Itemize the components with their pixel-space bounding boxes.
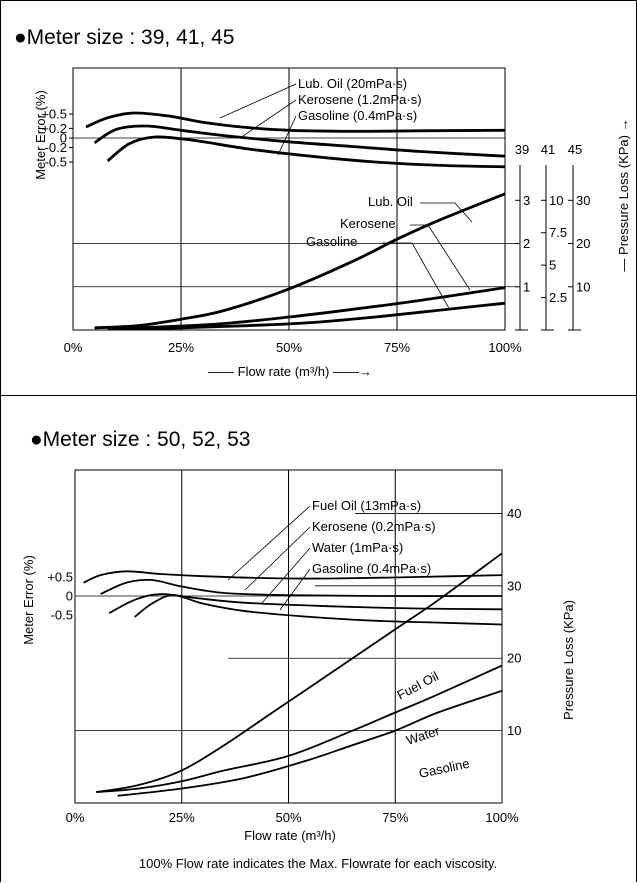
bottom-error-leader (227, 505, 311, 581)
top-loss-curve-gasoline (116, 301, 506, 331)
bottom-error-leader (261, 547, 311, 604)
bottom-error-curve-water (108, 593, 503, 614)
bottom-y-right-label: Pressure Loss (KPa) (561, 600, 576, 720)
bottom-loss-series-label: Fuel Oil (394, 668, 441, 702)
top-left-tick-label: +0.2 (41, 121, 67, 136)
top-loss-leader (382, 242, 451, 311)
bottom-x-tick-label: 75% (382, 810, 408, 825)
top-loss-series-label: Lub. Oil (368, 194, 413, 209)
bottom-left-tick-label: -0.5 (51, 608, 73, 623)
top-right-tick-label: 10 (576, 279, 590, 294)
top-error-leader (219, 83, 297, 119)
bottom-error-leader (279, 568, 311, 611)
top-right-tick-label: 2 (523, 236, 530, 251)
footnote: 100% Flow rate indicates the Max. Flowra… (139, 856, 497, 871)
bottom-error-leader (244, 526, 311, 591)
bottom-right-tick-label: 30 (507, 578, 521, 593)
bottom-loss-curve-gasoline (117, 689, 503, 797)
top-left-tick-label: -0.2 (45, 140, 67, 155)
top-right-tick-label: 7.5 (549, 225, 567, 240)
bottom-chart: ●Meter size : 50, 52, 53 Meter Error (%)… (21, 428, 576, 843)
bottom-loss-curve-fuel-oil (96, 552, 503, 793)
bottom-error-curve-fuel-oil (83, 570, 503, 584)
bottom-loss-series-label: Gasoline (418, 756, 471, 781)
top-right-tick-label: 30 (576, 193, 590, 208)
bottom-x-ticks: 0% 25% 50% 75% 100% (66, 810, 519, 825)
bottom-x-tick-label: 100% (485, 810, 519, 825)
top-right-tick-label: 2.5 (549, 290, 567, 305)
bottom-error-series-label: Water (1mPa·s) (312, 540, 403, 555)
bottom-series-labels: Fuel Oil (13mPa·s) Kerosene (0.2mPa·s) Wat… (227, 498, 471, 781)
top-loss-series-label: Gasoline (306, 234, 357, 249)
top-error-leader (239, 99, 297, 139)
top-x-axis-label: —— Flow rate (m³/h) ——→ (208, 364, 372, 379)
bottom-error-lines (83, 570, 503, 626)
top-chart: ●Meter size : 39, 41, 45 Meter Error (%)… (14, 26, 631, 379)
bottom-right-tick-label: 40 (507, 506, 521, 521)
top-y-right-label: — Pressure Loss (KPa) → (616, 118, 631, 271)
bottom-right-tick-label: 10 (507, 723, 521, 738)
top-loss-curve-lub-oil (94, 192, 506, 330)
top-right-axis-header: 39 (515, 142, 529, 157)
bottom-error-series-label: Fuel Oil (13mPa·s) (312, 498, 421, 513)
bottom-left-tick-label: 0 (66, 589, 73, 604)
bottom-y-left-label: Meter Error (%) (21, 555, 36, 645)
section-divider (0, 395, 637, 396)
top-left-tick-label: 0 (60, 131, 67, 146)
top-right-axis-header: 45 (568, 142, 582, 157)
top-series-labels: Lub. Oil (20mPa·s)Kerosene (1.2mPa·s)Gas… (219, 76, 473, 311)
bottom-x-tick-label: 25% (169, 810, 195, 825)
top-x-tick-label: 75% (384, 340, 410, 355)
top-left-ticks: +0.5+0.20-0.2-0.5 (41, 107, 73, 170)
bottom-error-series-label: Kerosene (0.2mPa·s) (312, 519, 436, 534)
top-x-tick-label: 0% (64, 340, 83, 355)
top-loss-series-label: Kerosene (340, 216, 396, 231)
top-x-tick-label: 25% (168, 340, 194, 355)
bottom-right-ticks: 40 30 20 10 (507, 506, 521, 738)
bottom-left-tick-label: +0.5 (47, 570, 73, 585)
top-loss-leader (410, 224, 471, 291)
bottom-loss-curve-water (96, 664, 503, 793)
top-error-curve-gasoline (106, 135, 506, 169)
top-error-series-label: Kerosene (1.2mPa·s) (298, 92, 422, 107)
top-error-curve-kerosene (93, 124, 506, 158)
top-loss-lines (94, 192, 506, 331)
top-x-ticks: 0% 25% 50% 75% 100% (64, 340, 522, 355)
top-left-tick-label: -0.5 (45, 155, 67, 170)
bottom-loss-series-label: Water (404, 723, 442, 748)
top-right-tick-label: 20 (576, 236, 590, 251)
top-x-tick-label: 100% (488, 340, 522, 355)
top-error-curve-lub-oil (85, 111, 506, 133)
bottom-x-tick-label: 50% (275, 810, 301, 825)
bottom-right-tick-label: 20 (507, 651, 521, 666)
bottom-x-axis-label: Flow rate (m³/h) (244, 828, 336, 843)
top-y-left-label: Meter Error (%) (33, 90, 48, 180)
bottom-error-curve-kerosene (100, 578, 503, 597)
top-x-tick-label: 50% (276, 340, 302, 355)
top-chart-title: ●Meter size : 39, 41, 45 (14, 26, 234, 49)
top-grid (72, 67, 517, 331)
bottom-left-ticks: +0.5 0 -0.5 (47, 570, 73, 623)
bottom-chart-title: ●Meter size : 50, 52, 53 (30, 428, 250, 451)
bottom-x-tick-label: 0% (66, 810, 85, 825)
bottom-loss-lines (96, 552, 503, 797)
top-right-axis-header: 41 (541, 142, 555, 157)
top-loss-leader (420, 202, 473, 223)
top-right-tick-label: 10 (549, 193, 563, 208)
top-right-tick-label: 5 (549, 258, 556, 273)
top-right-axes: 39 3 2 1 41 10 7.5 5 2.5 45 30 20 10 (515, 142, 590, 331)
top-error-lines (85, 111, 506, 169)
top-error-series-label: Lub. Oil (20mPa·s) (298, 76, 407, 91)
top-left-tick-label: +0.5 (41, 107, 67, 122)
top-error-series-label: Gasoline (0.4mPa·s) (298, 108, 417, 123)
top-right-tick-label: 1 (523, 279, 530, 294)
bottom-error-curve-gasoline (134, 594, 503, 626)
top-error-leader (277, 115, 297, 156)
top-right-tick-label: 3 (523, 193, 530, 208)
bottom-error-series-label: Gasoline (0.4mPa·s) (312, 561, 431, 576)
bottom-grid (74, 469, 503, 804)
